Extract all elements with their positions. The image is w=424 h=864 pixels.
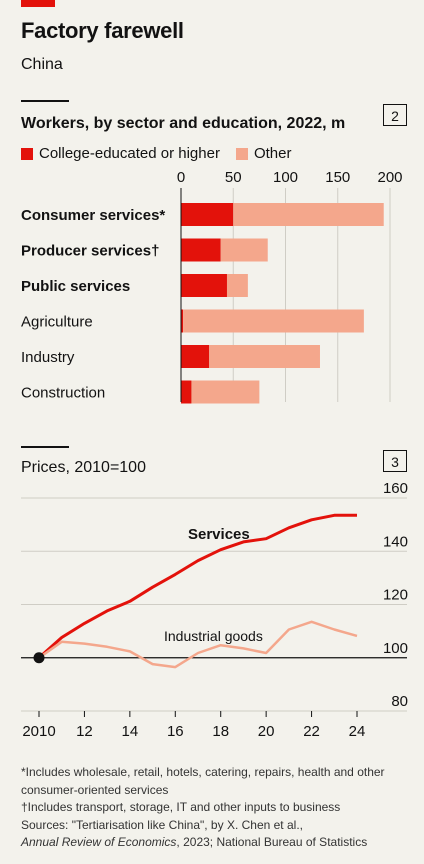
bar-segment (181, 238, 221, 262)
x-tick-label: 14 (122, 723, 139, 740)
bar-panel-number: 2 (383, 104, 407, 126)
bar-legend: College-educated or higher Other (21, 145, 307, 162)
legend-item-college: College-educated or higher (21, 145, 220, 162)
line-panel-title: Prices, 2010=100 (21, 459, 146, 476)
x-tick-label: 18 (212, 723, 229, 740)
panel-rule (21, 446, 69, 448)
category-label: Producer services† (21, 243, 159, 260)
x-tick-label: 50 (225, 169, 242, 186)
bar-segment (220, 238, 268, 262)
bar-segment (181, 309, 184, 333)
footnotes: *Includes wholesale, retail, hotels, cat… (21, 764, 416, 852)
bar-segment (191, 380, 260, 404)
footnote-journal-line: Annual Review of Economics, 2023; Nation… (21, 834, 416, 852)
legend-label: College-educated or higher (39, 145, 220, 162)
x-tick-label: 150 (325, 169, 350, 186)
footnote-journal: Annual Review of Economics (21, 835, 177, 849)
line-panel-number: 3 (383, 450, 407, 472)
category-label: Public services (21, 278, 130, 295)
x-tick-label: 0 (177, 169, 185, 186)
legend-swatch (235, 147, 248, 160)
legend-item-other: Other (235, 145, 292, 162)
footnote-sources-end: , 2023; National Bureau of Statistics (176, 835, 368, 849)
panel-rule (21, 100, 69, 102)
x-tick-label: 16 (167, 723, 184, 740)
bar-segment (209, 345, 320, 368)
bar-segment (226, 274, 248, 297)
footnote-sources: Sources: "Tertiarisation like China", by… (21, 817, 303, 832)
category-label: Construction (21, 385, 105, 402)
y-tick-label: 160 (383, 480, 408, 497)
y-tick-label: 80 (391, 693, 408, 710)
series-line (38, 513, 357, 659)
y-tick-label: 100 (383, 640, 408, 657)
series-label-industrial: Industrial goods (164, 628, 263, 644)
x-tick-label: 100 (273, 169, 298, 186)
bar-segment (181, 380, 192, 404)
series-line (38, 620, 358, 669)
bar-panel-title: Workers, by sector and education, 2022, … (21, 115, 346, 132)
footnote-producer: †Includes transport, storage, IT and oth… (21, 800, 341, 814)
brand-red-tab (21, 0, 55, 7)
legend-label: Other (253, 145, 292, 162)
chart-title: Factory farewell (21, 18, 184, 43)
legend-swatch (21, 147, 33, 160)
series-label-services: Services (188, 526, 250, 543)
x-tick-label: 200 (377, 169, 402, 186)
bar-segment (181, 203, 234, 226)
start-marker (33, 652, 45, 664)
category-label: Consumer services* (21, 207, 165, 224)
y-tick-label: 140 (383, 533, 408, 550)
x-tick-label: 12 (76, 723, 93, 740)
x-tick-label: 2010 (22, 723, 55, 740)
x-tick-label: 24 (349, 723, 366, 740)
footnote-consumer: *Includes wholesale, retail, hotels, cat… (21, 765, 385, 797)
bar-segment (233, 203, 384, 226)
bar-segment (183, 309, 364, 333)
category-label: Agriculture (21, 314, 93, 331)
x-tick-label: 22 (303, 723, 320, 740)
x-tick-label: 20 (258, 723, 275, 740)
bar-chart: 0 50 100 150 200 Consumer services* Producer s… (21, 169, 403, 404)
line-chart: 80 100 120 140 160 2010 12 14 16 18 20 22 24 Services… (21, 480, 408, 740)
bar-segment (181, 345, 210, 368)
category-label: Industry (21, 349, 75, 366)
bar-segment (181, 274, 227, 297)
y-tick-label: 120 (383, 587, 408, 604)
chart-subtitle: China (21, 56, 63, 73)
